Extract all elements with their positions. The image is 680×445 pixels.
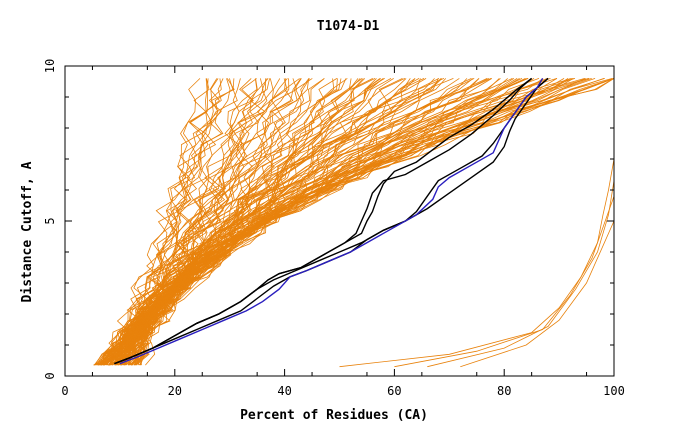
x-tick-label: 40 xyxy=(277,384,291,398)
y-tick-label: 0 xyxy=(43,372,57,379)
background-model-curves xyxy=(93,78,615,368)
x-axis-label: Percent of Residues (CA) xyxy=(240,408,428,423)
series-line-5 xyxy=(119,78,544,365)
background-model-line xyxy=(134,78,605,366)
x-tick-label: 60 xyxy=(387,384,401,398)
series-line-3 xyxy=(114,77,549,365)
x-tick-label: 80 xyxy=(497,384,511,398)
background-model-line xyxy=(99,78,208,366)
background-model-line xyxy=(427,180,615,368)
background-model-line xyxy=(108,78,406,366)
series-line-4 xyxy=(114,77,549,365)
axis-ticks: 0 20 40 60 80 100 0 5 10 xyxy=(43,59,625,398)
background-model-line xyxy=(394,196,615,368)
background-model-line xyxy=(133,78,615,366)
x-tick-label: 20 xyxy=(168,384,182,398)
background-model-line xyxy=(127,78,613,366)
background-model-line xyxy=(93,78,219,366)
y-axis-label: Distance Cutoff, A xyxy=(20,161,35,302)
y-tick-label: 5 xyxy=(43,217,57,224)
highlighted-model-curves xyxy=(114,77,549,365)
x-tick-label: 100 xyxy=(603,384,625,398)
background-model-line xyxy=(142,78,615,366)
background-model-line xyxy=(123,78,551,366)
y-tick-label: 10 xyxy=(43,59,57,73)
background-model-line xyxy=(460,220,615,368)
background-model-line xyxy=(125,78,615,366)
background-model-line xyxy=(133,78,615,366)
chart-title: T1074-D1 xyxy=(317,19,380,34)
x-tick-label: 0 xyxy=(61,384,68,398)
background-model-line xyxy=(119,78,565,366)
background-model-line xyxy=(108,78,310,366)
background-model-line xyxy=(93,78,231,366)
